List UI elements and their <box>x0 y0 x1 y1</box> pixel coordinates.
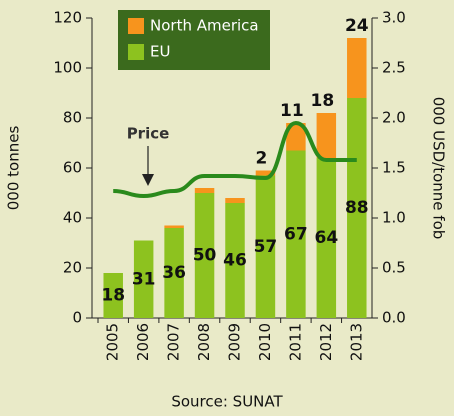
y-tick-label: 120 <box>53 9 82 27</box>
bar-segment <box>164 228 184 318</box>
y2-tick-label: 3.0 <box>382 9 406 27</box>
data-label: 50 <box>193 246 217 266</box>
y-tick-label: 80 <box>63 109 82 127</box>
data-label: 18 <box>101 286 125 306</box>
legend-label: EU <box>150 43 170 61</box>
bar-segment <box>316 158 337 318</box>
bar-segment <box>255 175 276 318</box>
bar-segment <box>225 203 245 318</box>
legend-swatch <box>128 18 144 34</box>
bar-segment <box>347 98 367 318</box>
y-tick-label: 40 <box>63 209 82 227</box>
x-tick-label: 2008 <box>195 323 213 361</box>
bar-segment <box>255 170 276 176</box>
bar-segment <box>164 225 184 228</box>
price-line <box>113 120 357 199</box>
bar-segment <box>103 273 123 318</box>
x-tick-label: 2006 <box>134 323 152 361</box>
bar-segment <box>194 188 215 193</box>
y2-tick-label: 1.5 <box>382 159 406 177</box>
data-label: 2 <box>256 149 268 169</box>
x-tick-label: 2009 <box>226 323 244 361</box>
x-tick-label: 2007 <box>165 323 183 361</box>
bar-segment <box>316 113 337 158</box>
x-tick-label: 2011 <box>286 323 304 361</box>
data-label: 67 <box>284 224 308 244</box>
x-tick-label: 2012 <box>317 323 335 361</box>
x-tick-label: 2013 <box>347 323 365 361</box>
y-axis-label: 000 tonnes <box>5 126 23 211</box>
y-tick-label: 60 <box>63 159 82 177</box>
x-tick-label: 2005 <box>104 323 122 361</box>
bar-segment <box>194 193 215 318</box>
data-label: 36 <box>162 263 186 283</box>
bar-segment <box>286 150 306 318</box>
data-label: 31 <box>132 269 156 289</box>
data-label: 11 <box>280 101 304 121</box>
bar-segment <box>133 240 154 318</box>
y2-tick-label: 1.0 <box>382 209 406 227</box>
source: Source: SUNAT <box>171 393 283 411</box>
y-tick-label: 0 <box>72 309 82 327</box>
y2-tick-label: 2.5 <box>382 59 406 77</box>
y-tick-label: 100 <box>53 59 82 77</box>
data-label: 46 <box>223 251 247 271</box>
y2-tick-label: 2.0 <box>382 109 406 127</box>
x-tick-label: 2010 <box>256 323 274 361</box>
data-label: 18 <box>310 91 334 111</box>
data-label: 57 <box>254 237 278 257</box>
bar-segment <box>286 123 306 151</box>
annotation: Price <box>127 125 170 143</box>
data-label: 24 <box>345 16 369 36</box>
data-label: 88 <box>345 198 369 218</box>
legend-swatch <box>128 44 144 60</box>
y2-tick-label: 0.0 <box>382 309 406 327</box>
y2-axis-label: 000 USD/tonne fob <box>430 97 448 240</box>
y-tick-label: 20 <box>63 259 82 277</box>
y2-tick-label: 0.5 <box>382 259 406 277</box>
legend-label: North America <box>150 17 259 35</box>
data-label: 64 <box>314 228 338 248</box>
annotation-arrow <box>142 146 154 186</box>
bar-segment <box>347 38 367 98</box>
bar-segment <box>225 198 245 203</box>
